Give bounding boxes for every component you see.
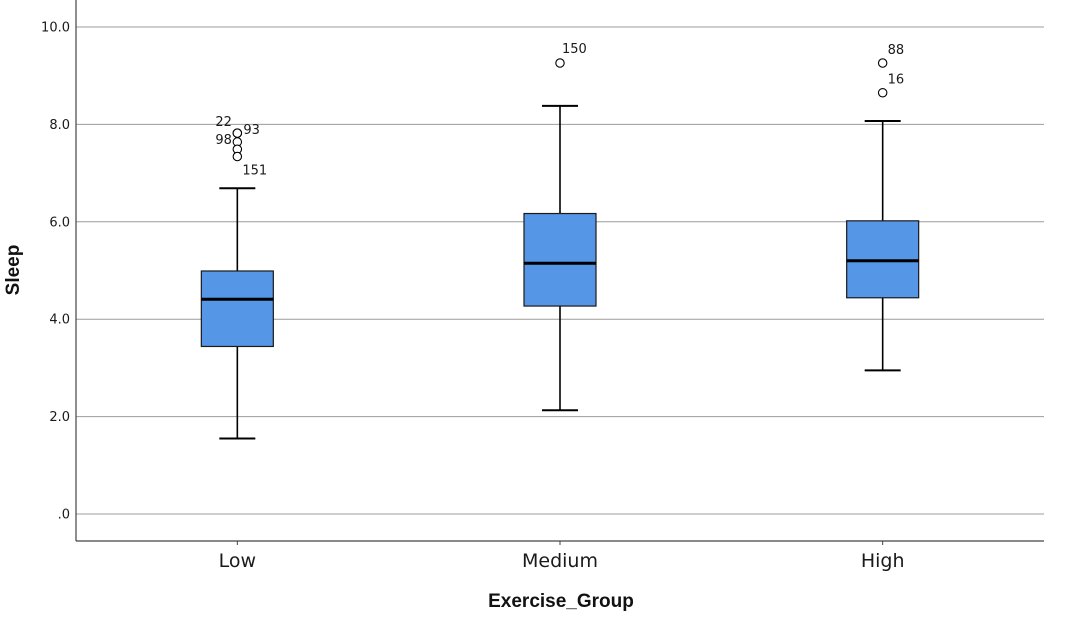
outlier-label: 22 [215,115,232,130]
outlier-label: 151 [242,164,267,179]
outliers: 22 93 98 151 150 88 16 [215,42,904,179]
axes: .0 2.0 4.0 6.0 8.0 10.0 Low Medium High [41,0,1044,572]
y-tick-label: 8.0 [49,118,70,133]
x-tick-label-high: High [861,550,905,572]
x-tick-label-medium: Medium [522,550,598,572]
y-tick-label: 10.0 [41,21,70,36]
box-medium [523,104,597,412]
y-tick-label: 4.0 [49,313,70,328]
outlier-label: 93 [243,123,260,138]
box-high [846,119,920,372]
y-tick-label: 2.0 [49,410,70,425]
outlier-point [232,151,243,162]
outlier-label: 88 [888,43,905,58]
outlier-label: 98 [215,133,232,148]
x-axis-title: Exercise_Group [488,591,634,612]
iqr-box [523,212,597,307]
outlier-label: 16 [888,73,905,88]
boxes [200,104,920,440]
outlier-point [555,58,565,68]
y-tick-label: 6.0 [49,215,70,230]
x-tick-label-low: Low [219,550,256,572]
iqr-box [200,270,274,348]
y-tick-label: .0 [58,508,70,523]
outlier-point [877,87,888,98]
box-low [200,187,274,440]
y-axis-title: Sleep [3,245,24,296]
outlier-label: 150 [562,42,587,57]
outlier-point [877,58,888,68]
outlier-point [232,128,243,138]
